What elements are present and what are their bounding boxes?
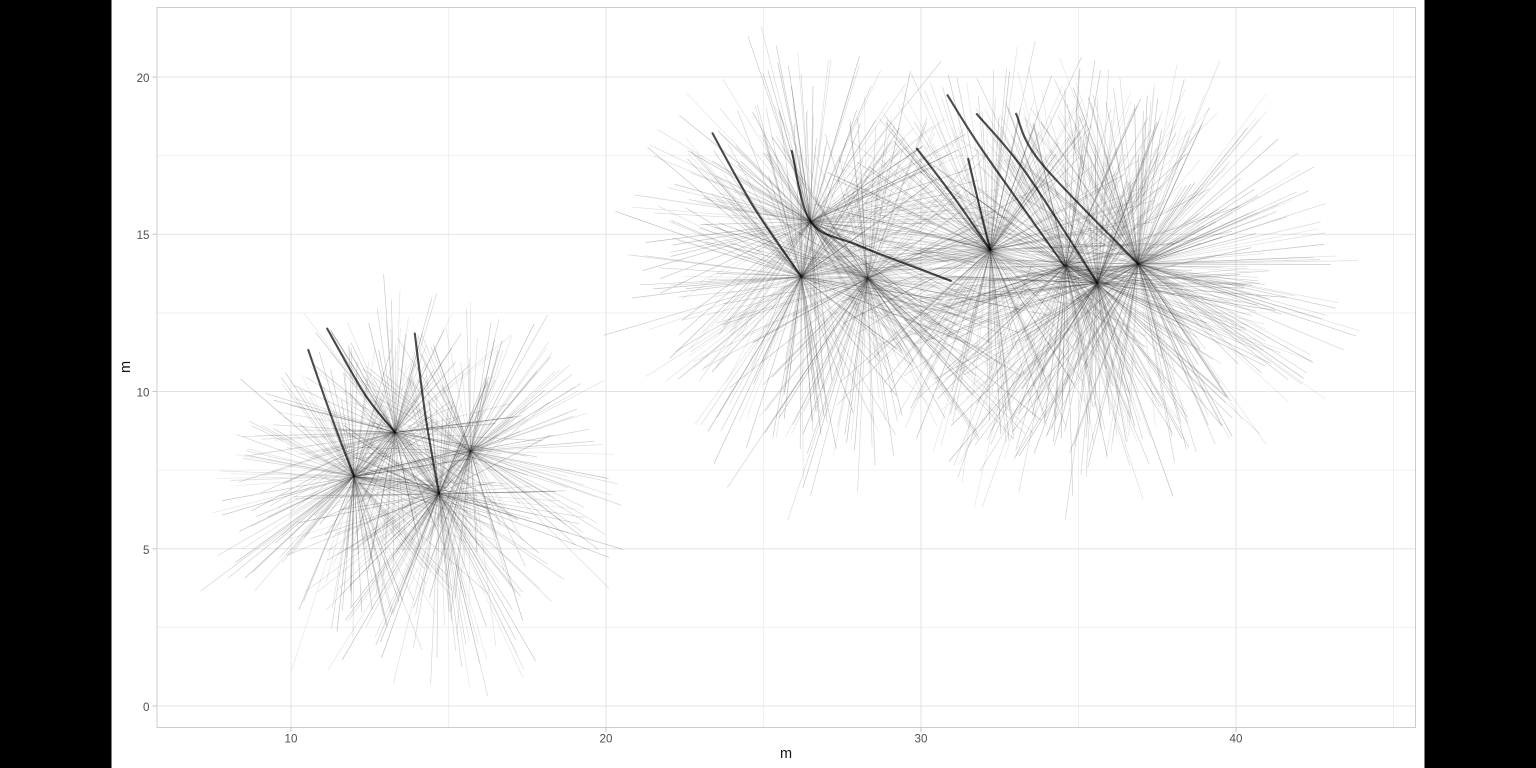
svg-text:0: 0 xyxy=(143,701,149,714)
svg-text:20: 20 xyxy=(137,72,150,85)
svg-text:40: 40 xyxy=(1230,732,1243,745)
svg-text:15: 15 xyxy=(137,229,150,242)
svg-text:m: m xyxy=(780,746,792,762)
svg-text:10: 10 xyxy=(285,732,298,745)
svg-text:5: 5 xyxy=(143,544,149,557)
svg-text:10: 10 xyxy=(137,387,150,400)
svg-text:m: m xyxy=(118,361,134,373)
svg-text:30: 30 xyxy=(915,732,928,745)
svg-text:20: 20 xyxy=(600,732,613,745)
